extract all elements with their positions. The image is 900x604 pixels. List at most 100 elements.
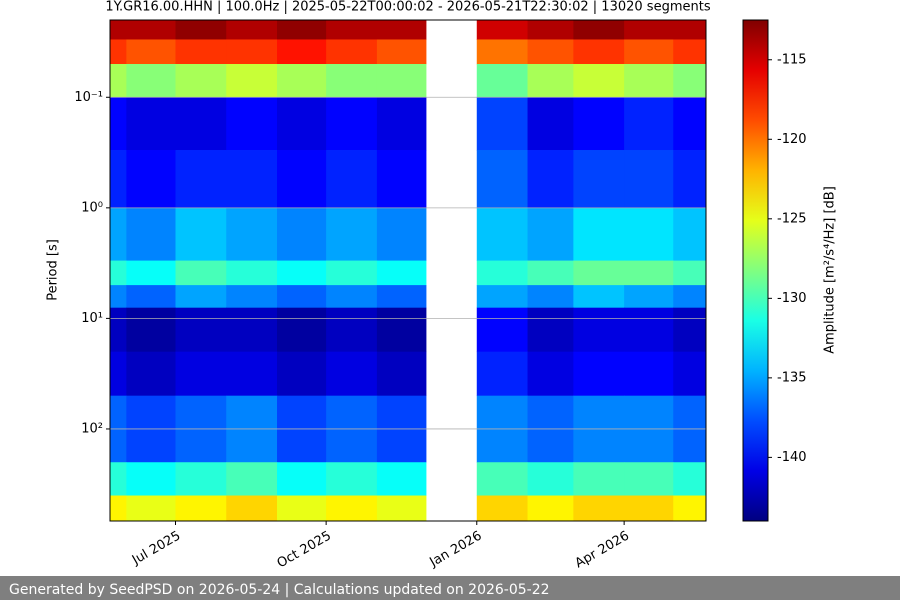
heat-cell — [527, 351, 574, 397]
heat-cell — [573, 97, 625, 151]
heat-cell — [226, 63, 278, 98]
x-tick-label: Jul 2025 — [129, 529, 183, 569]
heat-cell — [175, 351, 227, 397]
heat-cell — [527, 20, 574, 40]
heat-cell — [126, 39, 176, 65]
y-tick-label: 10¹ — [81, 311, 103, 326]
heat-cell — [527, 207, 574, 261]
x-tick-label: Oct 2025 — [275, 529, 334, 572]
heat-cell — [376, 207, 427, 261]
heat-cell — [226, 150, 278, 209]
heat-cell — [376, 495, 427, 522]
heat-cell — [175, 63, 227, 98]
heat-cell — [527, 150, 574, 209]
heat-cell — [476, 260, 528, 286]
heat-cell — [175, 97, 227, 151]
heat-cell — [326, 260, 378, 286]
heat-cell — [326, 39, 378, 65]
heat-cell — [126, 260, 176, 286]
y-axis-label: Period [s] — [46, 239, 61, 301]
colorbar-tick-label: -125 — [777, 211, 807, 226]
heat-cell — [110, 63, 127, 98]
heat-cell — [126, 150, 176, 209]
heat-cell — [673, 285, 707, 309]
heat-cell — [527, 495, 574, 522]
heat-cell — [376, 351, 427, 397]
heat-cell — [326, 150, 378, 209]
heat-cell — [624, 97, 674, 151]
heat-cell — [624, 307, 674, 353]
heat-cell — [277, 351, 327, 397]
colorbar-tick-label: -120 — [777, 132, 807, 147]
heat-cell — [110, 97, 127, 151]
heat-cell — [573, 63, 625, 98]
heat-cell — [126, 462, 176, 496]
heat-cell — [673, 462, 707, 496]
heat-cell — [527, 307, 574, 353]
heat-cell — [110, 20, 127, 40]
heat-cell — [126, 207, 176, 261]
heat-cell — [326, 97, 378, 151]
heat-cell — [226, 260, 278, 286]
heat-cell — [476, 351, 528, 397]
heat-cell — [573, 351, 625, 397]
heat-cell — [573, 150, 625, 209]
heat-cell — [226, 39, 278, 65]
heat-cell — [277, 495, 327, 522]
heat-cell — [326, 351, 378, 397]
heat-cell — [673, 97, 707, 151]
y-tick-label: 10⁰ — [81, 200, 103, 215]
heat-cell — [624, 20, 674, 40]
heat-cell — [326, 63, 378, 98]
heat-cell — [126, 63, 176, 98]
colorbar-tick-label: -130 — [777, 291, 807, 306]
colorbar — [742, 19, 769, 522]
heat-cell — [476, 97, 528, 151]
heat-cell — [175, 39, 227, 65]
heat-cell — [573, 285, 625, 309]
heat-cell — [326, 207, 378, 261]
heat-cell — [326, 462, 378, 496]
heat-cell — [226, 97, 278, 151]
heat-cell — [476, 39, 528, 65]
heat-cell — [110, 207, 127, 261]
heat-cell — [376, 20, 427, 40]
heat-cell — [624, 285, 674, 309]
heat-cell — [476, 207, 528, 261]
heat-cell — [624, 260, 674, 286]
heat-cell — [624, 462, 674, 496]
heat-cell — [226, 462, 278, 496]
heat-cell — [624, 351, 674, 397]
heat-cell — [376, 260, 427, 286]
heat-cell — [175, 150, 227, 209]
heat-cell — [126, 285, 176, 309]
heat-cell — [277, 462, 327, 496]
heat-cell — [376, 97, 427, 151]
heat-cell — [277, 63, 327, 98]
heat-cell — [573, 260, 625, 286]
heat-cell — [175, 307, 227, 353]
heat-cell — [277, 97, 327, 151]
heat-cell — [326, 307, 378, 353]
heat-cell — [175, 285, 227, 309]
heat-cell — [110, 285, 127, 309]
heat-cell — [110, 307, 127, 353]
heat-cell — [110, 351, 127, 397]
heat-cell — [624, 495, 674, 522]
heat-cell — [673, 63, 707, 98]
heat-cell — [624, 39, 674, 65]
chart: 1Y.GR16.00.HHN | 100.0Hz | 2025-05-22T00… — [46, 0, 838, 572]
heat-cell — [226, 207, 278, 261]
plot-frame — [109, 19, 707, 522]
heat-cell — [476, 495, 528, 522]
heat-cell — [175, 462, 227, 496]
heat-cell — [673, 495, 707, 522]
heat-cell — [573, 307, 625, 353]
heat-cell — [126, 495, 176, 522]
heat-cell — [476, 285, 528, 309]
heat-cell — [376, 307, 427, 353]
colorbar-tick-label: -135 — [777, 370, 807, 385]
heat-cell — [326, 495, 378, 522]
heat-cell — [573, 20, 625, 40]
heat-cell — [226, 20, 278, 40]
